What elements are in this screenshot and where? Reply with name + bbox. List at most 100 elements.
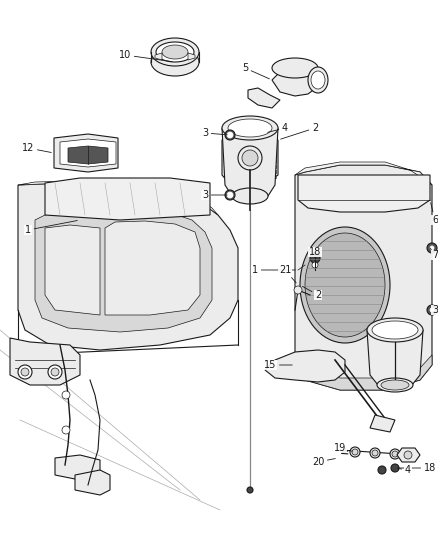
Circle shape <box>227 132 233 138</box>
Circle shape <box>294 286 302 294</box>
Polygon shape <box>222 133 278 182</box>
Circle shape <box>312 262 318 268</box>
Circle shape <box>62 426 70 434</box>
Ellipse shape <box>305 233 385 337</box>
Ellipse shape <box>300 227 390 343</box>
Ellipse shape <box>156 42 194 62</box>
Text: 21: 21 <box>279 265 296 283</box>
Text: 15: 15 <box>264 360 292 370</box>
Circle shape <box>427 305 437 315</box>
Polygon shape <box>224 165 276 168</box>
Text: 6: 6 <box>431 203 438 225</box>
Circle shape <box>350 447 360 457</box>
Polygon shape <box>54 134 118 172</box>
Polygon shape <box>224 175 276 178</box>
Polygon shape <box>60 139 116 167</box>
Circle shape <box>352 449 358 455</box>
Circle shape <box>427 243 437 253</box>
Text: 20: 20 <box>312 457 335 467</box>
Ellipse shape <box>151 48 199 76</box>
Circle shape <box>407 452 413 458</box>
Polygon shape <box>35 208 212 332</box>
Polygon shape <box>298 175 430 212</box>
Circle shape <box>378 466 386 474</box>
Circle shape <box>51 368 59 376</box>
Ellipse shape <box>162 45 188 59</box>
Ellipse shape <box>372 321 418 339</box>
Circle shape <box>227 192 233 198</box>
Polygon shape <box>370 415 395 432</box>
Circle shape <box>372 450 378 456</box>
Polygon shape <box>188 53 195 60</box>
Text: 3: 3 <box>432 305 438 315</box>
Ellipse shape <box>308 67 328 93</box>
Circle shape <box>21 368 29 376</box>
Polygon shape <box>295 355 432 390</box>
Polygon shape <box>367 330 423 385</box>
Circle shape <box>48 365 62 379</box>
Text: 4: 4 <box>268 123 288 133</box>
Text: 18: 18 <box>309 247 321 258</box>
Ellipse shape <box>377 378 413 392</box>
Circle shape <box>18 365 32 379</box>
Text: 3: 3 <box>202 128 227 138</box>
Circle shape <box>225 190 235 200</box>
Polygon shape <box>55 455 100 480</box>
Polygon shape <box>295 162 432 185</box>
Polygon shape <box>224 150 276 153</box>
Text: 4: 4 <box>398 465 411 475</box>
Polygon shape <box>272 68 318 96</box>
Ellipse shape <box>381 380 409 390</box>
Circle shape <box>225 130 235 140</box>
Circle shape <box>391 464 399 472</box>
Circle shape <box>370 448 380 458</box>
Polygon shape <box>224 145 276 148</box>
Circle shape <box>392 451 398 457</box>
Circle shape <box>238 146 262 170</box>
Ellipse shape <box>272 58 318 78</box>
Circle shape <box>405 450 415 460</box>
Ellipse shape <box>151 38 199 66</box>
Polygon shape <box>105 221 200 315</box>
Polygon shape <box>45 178 210 220</box>
Polygon shape <box>18 183 238 350</box>
Polygon shape <box>224 170 276 173</box>
Polygon shape <box>45 225 100 315</box>
Polygon shape <box>68 146 108 164</box>
Text: 1: 1 <box>252 265 295 275</box>
Polygon shape <box>248 88 280 108</box>
Text: 7: 7 <box>430 248 438 260</box>
Polygon shape <box>18 181 218 215</box>
Circle shape <box>62 391 70 399</box>
Ellipse shape <box>222 116 278 140</box>
Polygon shape <box>224 140 276 143</box>
Circle shape <box>247 487 253 493</box>
Polygon shape <box>224 160 276 163</box>
Polygon shape <box>265 350 345 382</box>
Ellipse shape <box>232 188 268 204</box>
Circle shape <box>390 449 400 459</box>
Circle shape <box>404 451 412 459</box>
Ellipse shape <box>311 71 325 89</box>
Polygon shape <box>295 165 432 390</box>
Polygon shape <box>10 338 80 385</box>
Text: 2: 2 <box>281 123 318 139</box>
Polygon shape <box>222 128 278 196</box>
Polygon shape <box>397 448 420 462</box>
Ellipse shape <box>228 119 272 137</box>
Text: 12: 12 <box>22 143 51 153</box>
Circle shape <box>310 253 320 263</box>
Text: 19: 19 <box>334 443 352 453</box>
Circle shape <box>430 246 434 250</box>
Ellipse shape <box>367 318 423 342</box>
Circle shape <box>430 308 434 312</box>
Polygon shape <box>75 470 110 495</box>
Text: 5: 5 <box>242 63 269 79</box>
Text: 2: 2 <box>302 286 321 300</box>
Text: 18: 18 <box>398 463 436 473</box>
Text: 3: 3 <box>202 190 227 200</box>
Text: 10: 10 <box>119 50 172 62</box>
Text: 1: 1 <box>25 221 77 235</box>
Polygon shape <box>224 155 276 158</box>
Circle shape <box>242 150 258 166</box>
